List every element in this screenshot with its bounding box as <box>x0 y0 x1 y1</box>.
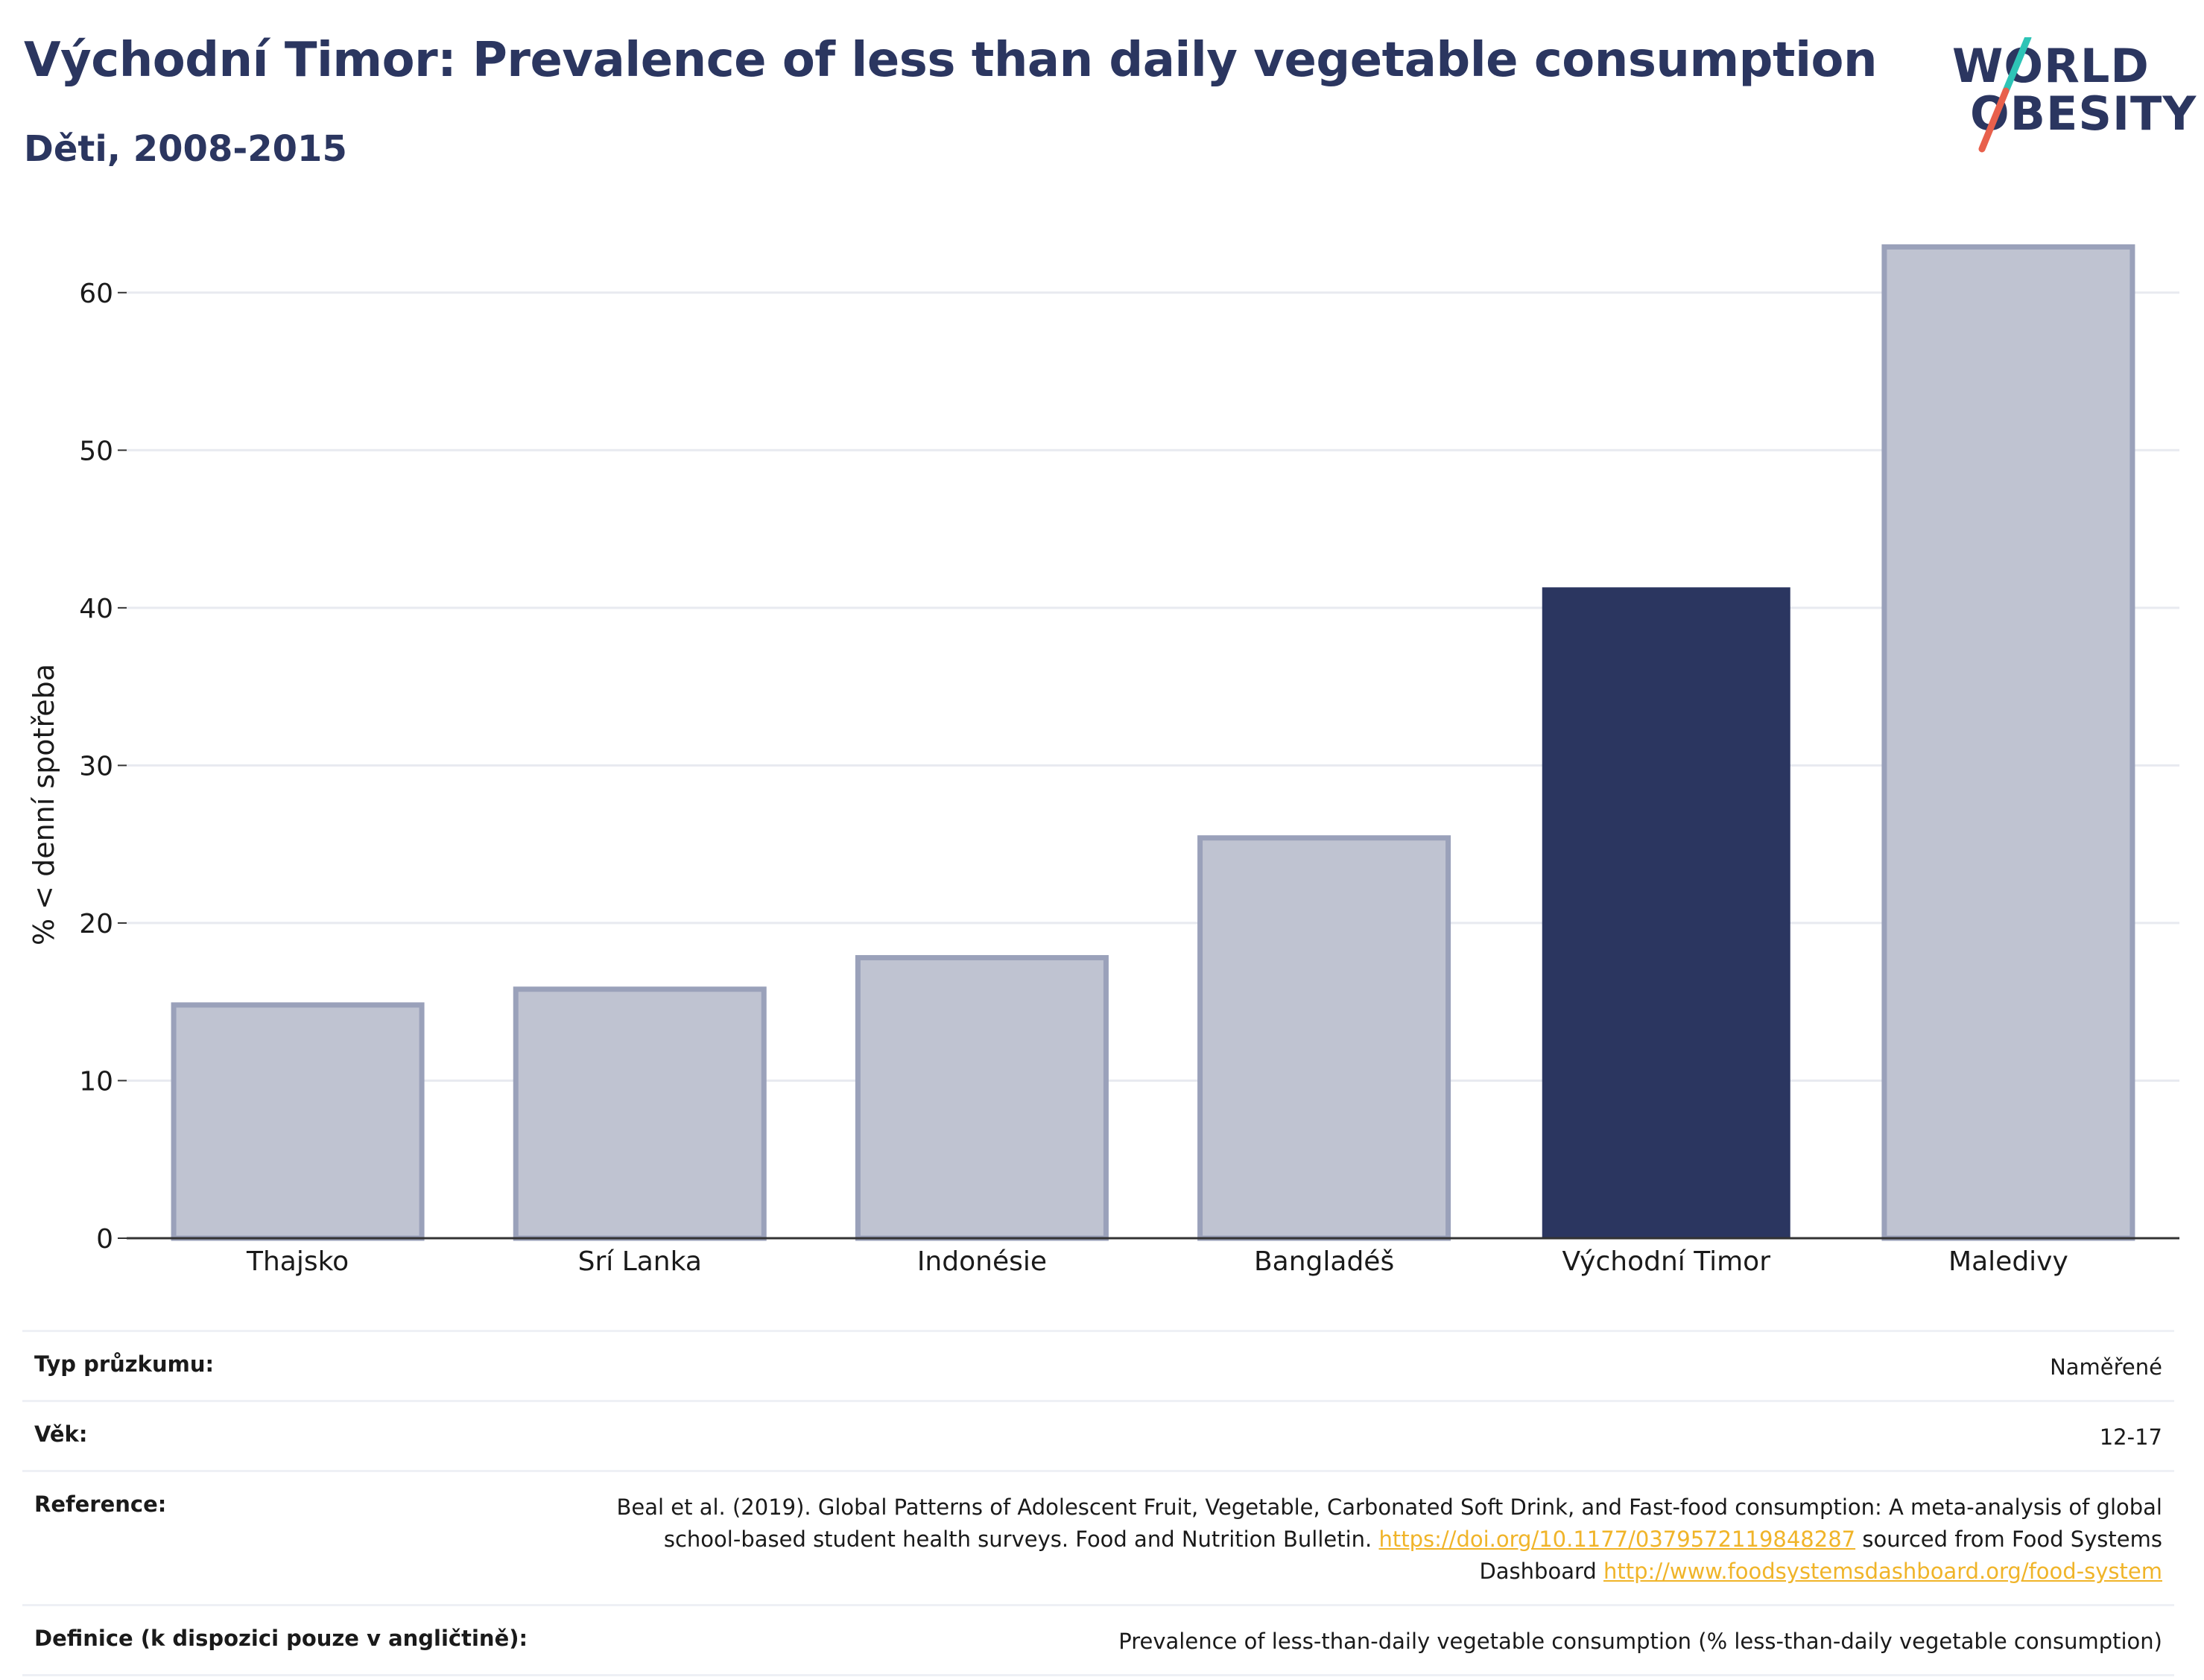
x-tick-label: Srí Lanka <box>578 1246 702 1277</box>
x-tick-label: Indonésie <box>917 1246 1047 1277</box>
y-axis-label: % < denní spotřeba <box>28 664 60 945</box>
grid-lines <box>127 291 2179 1082</box>
y-tick-label: 50 <box>79 436 113 466</box>
logo-slash-icon <box>1978 37 2032 153</box>
age-row: Věk: 12-17 <box>22 1400 2174 1470</box>
bar-maledivy <box>1881 244 2135 1241</box>
y-tick-label: 60 <box>79 279 113 309</box>
bar-chart: 0 10 20 30 40 50 60 Thajsko Srí Lanka Indonésie Ba… <box>28 244 2179 1277</box>
survey-type-label: Typ průzkumu: <box>34 1351 215 1377</box>
definition-label: Definice (k dispozici pouze v angličtině… <box>34 1626 528 1651</box>
x-tick-label: Maledivy <box>1948 1246 2068 1277</box>
reference-text: Beal et al. (2019). Global Patterns of A… <box>616 1494 2162 1552</box>
reference-dashboard-link[interactable]: http://www.foodsystemsdashboard.org/food… <box>1603 1559 2162 1584</box>
world-obesity-logo: WORLD OBESITY <box>1945 37 2196 156</box>
definition-value: Prevalence of less-than-daily vegetable … <box>1118 1629 2162 1654</box>
y-tick-label: 0 <box>96 1224 113 1255</box>
survey-type-value: Naměřené <box>2050 1354 2162 1380</box>
bar-sr-lanka <box>513 986 767 1241</box>
age-label: Věk: <box>34 1421 88 1447</box>
reference-label: Reference: <box>34 1492 167 1517</box>
bar-v-chodn-timor <box>1542 587 1790 1238</box>
logo-line-2: OBESITY <box>1970 86 2197 141</box>
x-tick-label: Bangladéš <box>1254 1246 1394 1277</box>
x-tick-label: Thajsko <box>246 1246 349 1277</box>
y-tick-label: 30 <box>79 751 113 782</box>
chart-subtitle: Děti, 2008-2015 <box>24 128 347 170</box>
age-value: 12-17 <box>2099 1424 2162 1450</box>
bars <box>171 244 2135 1241</box>
chart-title: Východní Timor: Prevalence of less than … <box>24 33 1878 88</box>
reference-row: Reference: Beal et al. (2019). Global Pa… <box>22 1470 2174 1604</box>
reference-doi-link[interactable]: https://doi.org/10.1177/0379572119848287 <box>1378 1527 1856 1552</box>
reference-source-text: sourced from Food Systems Dashboard <box>1479 1527 2162 1584</box>
survey-type-row: Typ průzkumu: Naměřené <box>22 1330 2174 1400</box>
bar-thajsko <box>171 1002 425 1241</box>
x-tick-label: Východní Timor <box>1562 1246 1771 1277</box>
logo-line-1: WORLD <box>1952 39 2150 93</box>
y-tick-label: 10 <box>79 1066 113 1097</box>
reference-value: Beal et al. (2019). Global Patterns of A… <box>553 1492 2162 1588</box>
definition-row: Definice (k dispozici pouze v angličtině… <box>22 1604 2174 1676</box>
y-tick-label: 20 <box>79 909 113 939</box>
info-table: Typ průzkumu: Naměřené Věk: 12-17 Refere… <box>22 1330 2174 1676</box>
bar-banglad- <box>1197 835 1451 1241</box>
y-tick-label: 40 <box>79 594 113 624</box>
axes: 0 10 20 30 40 50 60 Thajsko Srí Lanka Indonésie Ba… <box>79 279 2179 1277</box>
bar-indon-sie <box>855 954 1109 1241</box>
